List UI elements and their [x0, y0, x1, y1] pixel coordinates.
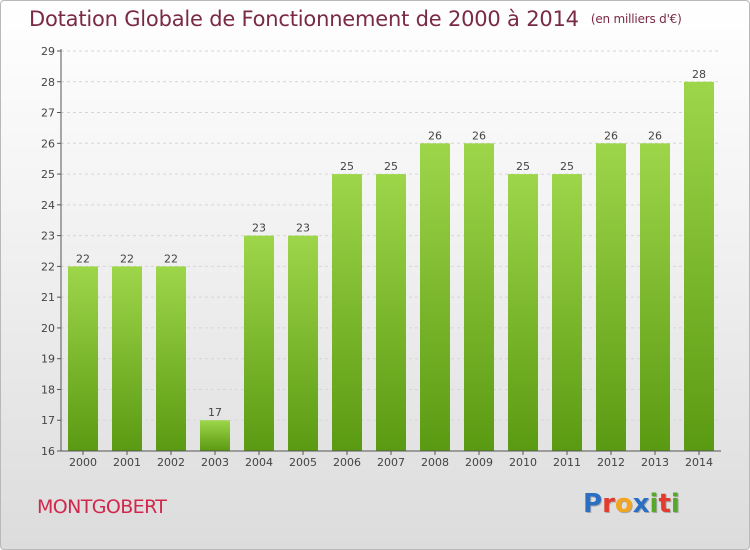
x-tick-label: 2001 [113, 456, 141, 469]
data-label: 25 [384, 160, 398, 173]
x-tick-label: 2011 [553, 456, 581, 469]
bar-2013 [640, 143, 670, 452]
x-tick-label: 2005 [289, 456, 317, 469]
data-label: 17 [208, 406, 222, 419]
bar-2012 [596, 143, 626, 452]
y-tick-label: 28 [41, 76, 55, 89]
bar-2007 [376, 174, 406, 452]
logo-letter: r [602, 489, 615, 519]
y-tick-label: 18 [41, 383, 55, 396]
unit-text: (en milliers d'€) [590, 12, 682, 26]
logo-letter: o [614, 489, 633, 519]
x-tick-label: 2002 [157, 456, 185, 469]
logo-letter: i [649, 489, 659, 519]
y-tick-label: 21 [41, 291, 55, 304]
data-label: 26 [604, 129, 618, 142]
bar-2006 [332, 174, 362, 452]
y-tick-label: 24 [41, 199, 55, 212]
data-label: 26 [428, 129, 442, 142]
axes: 16 17 18 19 20 21 22 23 24 25 26 27 28 29 2000 2001 2002… [41, 45, 721, 469]
y-tick-label: 25 [41, 168, 55, 181]
bar-2001 [112, 266, 142, 451]
y-tick-label: 23 [41, 230, 55, 243]
data-label: 22 [120, 252, 134, 265]
bar-2002 [156, 266, 186, 451]
x-tick-label: 2007 [377, 456, 405, 469]
x-tick-label: 2014 [685, 456, 713, 469]
x-tick-label: 2003 [201, 456, 229, 469]
x-tick-label: 2006 [333, 456, 361, 469]
y-tick-label: 29 [41, 45, 55, 58]
data-label: 25 [516, 160, 530, 173]
bar-2005 [288, 235, 318, 451]
data-label: 25 [340, 160, 354, 173]
data-labels: 22 22 22 17 23 23 25 25 26 26 25 25 26 26 28 [76, 68, 706, 419]
logo-letter: t [658, 489, 671, 519]
data-label: 26 [472, 129, 486, 142]
bars [68, 81, 714, 452]
logo-letter: x [632, 489, 650, 519]
bar-2000 [68, 266, 98, 451]
data-label: 23 [296, 222, 310, 235]
bar-2004 [244, 235, 274, 451]
chart-title: Dotation Globale de Fonctionnement de 20… [29, 7, 682, 31]
y-tick-label: 17 [41, 414, 55, 427]
data-label: 22 [76, 252, 90, 265]
bar-2009 [464, 143, 494, 452]
data-label: 25 [560, 160, 574, 173]
x-tick-label: 2008 [421, 456, 449, 469]
title-text: Dotation Globale de Fonctionnement de 20… [29, 7, 579, 31]
bar-2003 [200, 420, 230, 451]
y-tick-label: 16 [41, 445, 55, 458]
x-tick-label: 2004 [245, 456, 273, 469]
y-tick-label: 27 [41, 107, 55, 120]
bar-2011 [552, 174, 582, 452]
data-label: 23 [252, 222, 266, 235]
logo-letter: P [583, 489, 603, 519]
bar-2008 [420, 143, 450, 452]
x-tick-label: 2013 [641, 456, 669, 469]
data-label: 28 [692, 68, 706, 81]
x-tick-label: 2010 [509, 456, 537, 469]
data-label: 22 [164, 252, 178, 265]
bar-2010 [508, 174, 538, 452]
y-tick-label: 26 [41, 137, 55, 150]
logo-letter: i [670, 489, 680, 519]
bar-2014 [684, 81, 714, 452]
y-tick-label: 19 [41, 353, 55, 366]
x-tick-label: 2009 [465, 456, 493, 469]
data-label: 26 [648, 129, 662, 142]
y-tick-label: 22 [41, 260, 55, 273]
x-tick-label: 2000 [69, 456, 97, 469]
x-tick-label: 2012 [597, 456, 625, 469]
y-tick-label: 20 [41, 322, 55, 335]
commune-name: MONTGOBERT [37, 496, 167, 518]
proxiti-logo[interactable]: Proxiti [583, 489, 680, 519]
